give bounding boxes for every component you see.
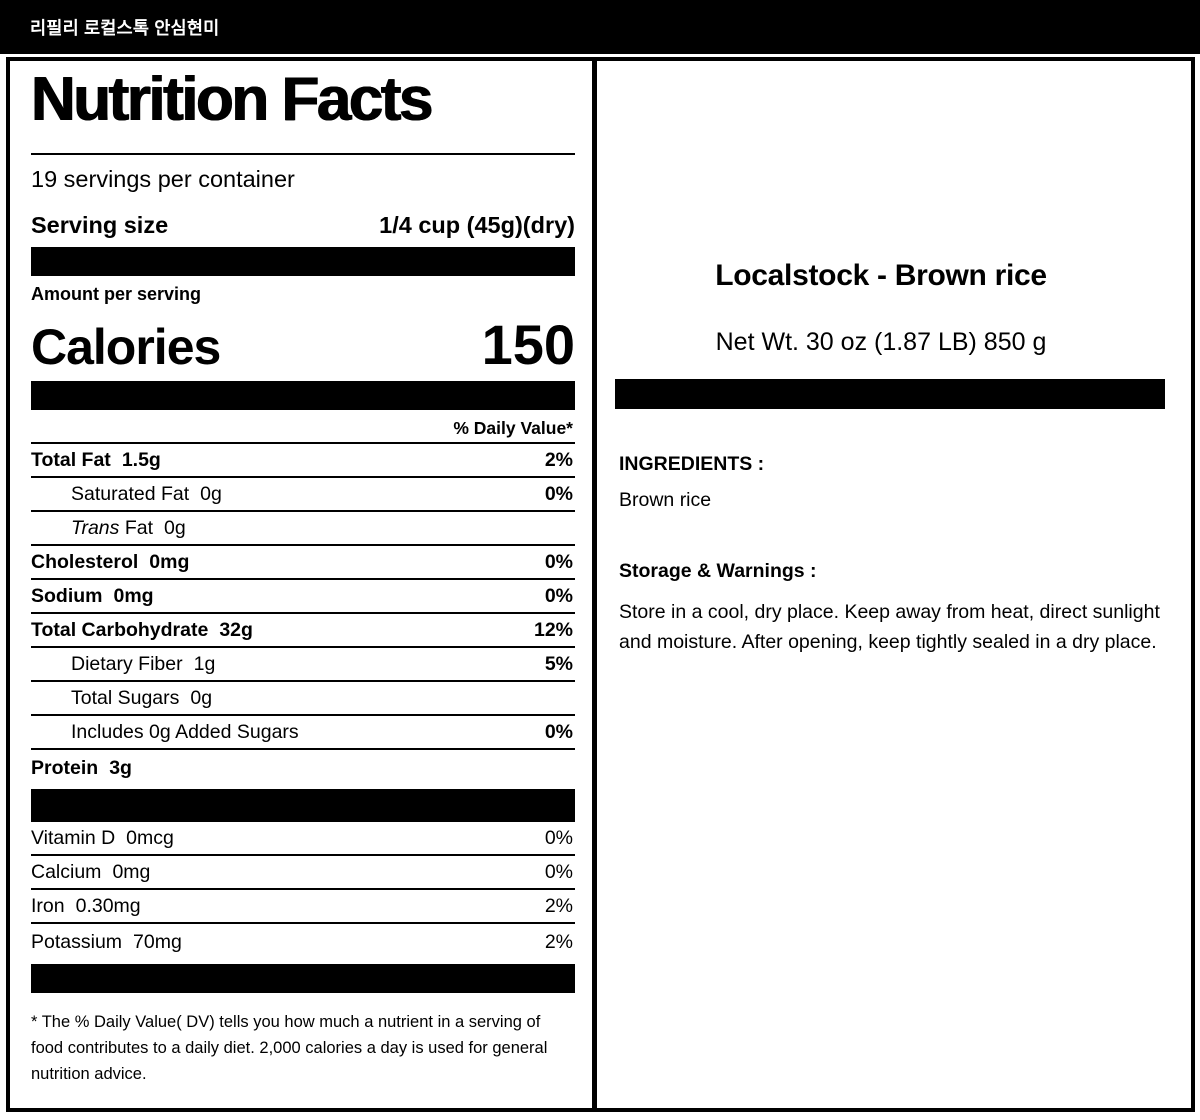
nutrient-label: Trans Fat (71, 516, 153, 539)
nutrient-amount: 70mg (133, 930, 182, 953)
nutrient-amount: 0mg (112, 860, 151, 883)
nutrient-label: Calcium (31, 860, 102, 883)
nutrient-daily-value: 0% (544, 584, 573, 607)
nutrient-row: Saturated Fat 0g 0% (31, 478, 575, 512)
nutrient-row: Protein 3g (31, 750, 575, 786)
nutrient-row: Dietary Fiber 1g 5% (31, 648, 575, 682)
nutrient-daily-value: 0% (544, 550, 573, 573)
nutrient-daily-value: 5% (544, 652, 573, 675)
nutrient-label: Sodium (31, 584, 103, 607)
nutrient-row: Includes 0g Added Sugars 0% (31, 716, 575, 750)
calories-row: Calories 150 (31, 313, 575, 376)
nutrient-daily-value: 2% (544, 448, 573, 471)
product-name: Localstock - Brown rice (715, 259, 1047, 292)
nutrient-label: Saturated Fat (71, 482, 190, 505)
nutrient-daily-value: 0% (544, 482, 573, 505)
servings-per-container: 19 servings per container (31, 166, 295, 192)
nutrient-label: Total Fat (31, 448, 111, 471)
heading-divider (31, 153, 575, 155)
nutrient-label: Includes 0g Added Sugars (71, 720, 299, 743)
thick-divider-bar (31, 381, 575, 410)
calories-value: 150 (481, 313, 575, 376)
nutrient-label: Protein (31, 756, 99, 779)
nutrient-row: Calcium 0mg 0% (31, 856, 575, 890)
nutrient-amount: 3g (109, 756, 132, 779)
nutrient-row: Total Carbohydrate 32g 12% (31, 614, 575, 648)
storage-warnings-text: Store in a cool, dry place. Keep away fr… (619, 601, 1160, 653)
calories-label: Calories (31, 319, 221, 375)
serving-size-label: Serving size (31, 212, 169, 238)
nutrient-daily-value: 2% (544, 894, 573, 917)
amount-per-serving-label: Amount per serving (31, 284, 202, 304)
window-titlebar: 리필리 로컬스톡 안심현미 (0, 0, 1200, 54)
nutrient-row: Vitamin D 0mcg 0% (31, 822, 575, 856)
thick-divider-bar (31, 789, 575, 822)
nutrient-daily-value: 2% (544, 930, 573, 953)
nutrient-amount: 0mg (149, 550, 190, 573)
nutrient-daily-value: 0% (544, 826, 573, 849)
nutrient-row: Sodium 0mg 0% (31, 580, 575, 614)
nutrient-label: Vitamin D (31, 826, 116, 849)
serving-size-row: Serving size 1/4 cup (45g)(dry) (31, 211, 575, 239)
nutrient-label: Total Sugars (71, 686, 180, 709)
ingredients-heading: INGREDIENTS : (619, 453, 765, 475)
nutrient-label: Total Carbohydrate (31, 618, 209, 641)
nutrient-row: Total Fat 1.5g 2% (31, 444, 575, 478)
nutrient-amount: 0.30mg (75, 894, 141, 917)
product-info-panel: Localstock - Brown rice Net Wt. 30 oz (1… (593, 57, 1195, 1112)
nutrient-rows: Total Fat 1.5g 2% Saturated Fat 0g 0% Trans Fa… (31, 444, 575, 786)
nutrient-label: Iron (31, 894, 65, 917)
nutrient-amount: 32g (219, 618, 253, 641)
nutrient-daily-value: 12% (533, 618, 573, 641)
nutrient-label: Potassium (31, 930, 123, 953)
micronutrient-rows: Vitamin D 0mcg 0% Calcium 0mg 0% Iron 0.30mg 2% P… (31, 822, 575, 960)
nutrient-amount: 1g (193, 652, 216, 675)
nutrient-amount: 0mcg (126, 826, 174, 849)
thick-divider-bar (615, 379, 1165, 409)
nutrient-amount: 0g (164, 516, 186, 539)
nutrient-row: Iron 0.30mg 2% (31, 890, 575, 924)
nutrient-row: Potassium 70mg 2% (31, 924, 575, 960)
thick-divider-bar (31, 247, 575, 276)
nutrient-amount: 1.5g (121, 448, 161, 471)
nutrient-row: Cholesterol 0mg 0% (31, 546, 575, 580)
daily-value-header: % Daily Value* (31, 410, 575, 444)
thick-divider-bar (31, 964, 575, 993)
serving-size-value: 1/4 cup (45g)(dry) (379, 212, 575, 238)
nutrition-facts-title: Nutrition Facts (31, 65, 433, 134)
nutrient-amount: 0g (200, 482, 222, 505)
storage-warnings-heading: Storage & Warnings : (619, 560, 817, 582)
nutrition-facts-panel: Nutrition Facts 19 servings per containe… (6, 57, 596, 1112)
nutrient-row: Total Sugars 0g (31, 682, 575, 716)
nutrient-daily-value: 0% (544, 860, 573, 883)
product-details: INGREDIENTS : Brown rice Storage & Warni… (597, 453, 1165, 657)
nutrient-label: Cholesterol (31, 550, 139, 573)
nutrient-row: Trans Fat 0g (31, 512, 575, 546)
content-area: Nutrition Facts 19 servings per containe… (0, 54, 1200, 1120)
nutrient-amount: 0g (190, 686, 213, 709)
nutrient-amount: 0mg (113, 584, 154, 607)
nutrient-label: Dietary Fiber (71, 652, 183, 675)
daily-value-footnote: * The % Daily Value( DV) tells you how m… (31, 1013, 548, 1083)
nutrient-daily-value: 0% (544, 720, 573, 743)
window-title: 리필리 로컬스톡 안심현미 (30, 17, 220, 38)
ingredients-text: Brown rice (619, 489, 712, 511)
net-weight: Net Wt. 30 oz (1.87 LB) 850 g (715, 328, 1047, 356)
